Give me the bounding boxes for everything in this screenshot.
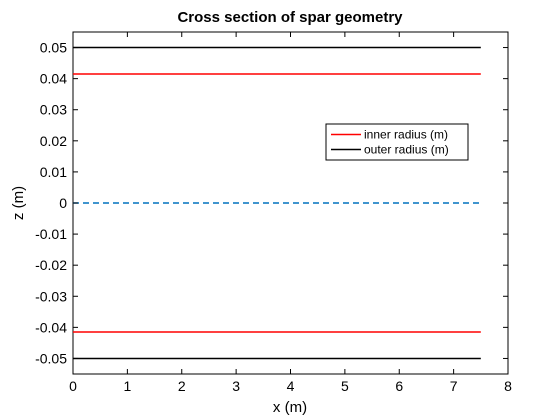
x-tick-label: 7 [450, 378, 458, 394]
y-tick-label: 0 [59, 195, 67, 211]
legend-box [325, 123, 469, 161]
x-tick-label: 0 [69, 378, 77, 394]
legend: inner radius (m)outer radius (m) [325, 123, 469, 161]
chart-title: Cross section of spar geometry [177, 9, 403, 26]
y-tick-label: -0.02 [35, 257, 67, 273]
tick-layer: 0 1 2 3 4 5 6 7 8 0.05 0.04 0.03 0.02 0.01 0 -0.01 -0.02… [35, 32, 512, 394]
legend-label: outer radius (m) [364, 143, 449, 157]
x-tick-label: 1 [123, 378, 131, 394]
y-axis-label: z (m) [10, 186, 27, 220]
x-axis-label: x (m) [273, 399, 307, 416]
y-tick-label: -0.04 [35, 319, 67, 335]
x-tick-label: 3 [232, 378, 240, 394]
legend-label: inner radius (m) [364, 128, 448, 142]
y-tick-label: -0.05 [35, 350, 67, 366]
y-tick-label: 0.03 [40, 102, 67, 118]
y-tick-label: -0.03 [35, 288, 67, 304]
x-tick-label: 2 [178, 378, 186, 394]
x-tick-label: 4 [287, 378, 295, 394]
y-tick-label: -0.01 [35, 226, 67, 242]
series-layer [73, 46, 481, 360]
y-tick-label: 0.02 [40, 133, 67, 149]
y-tick-label: 0.01 [40, 164, 67, 180]
y-tick-label: 0.05 [40, 40, 67, 56]
x-tick-label: 5 [341, 378, 349, 394]
y-tick-label: 0.04 [40, 71, 67, 87]
x-tick-label: 6 [395, 378, 403, 394]
x-tick-label: 8 [504, 378, 512, 394]
